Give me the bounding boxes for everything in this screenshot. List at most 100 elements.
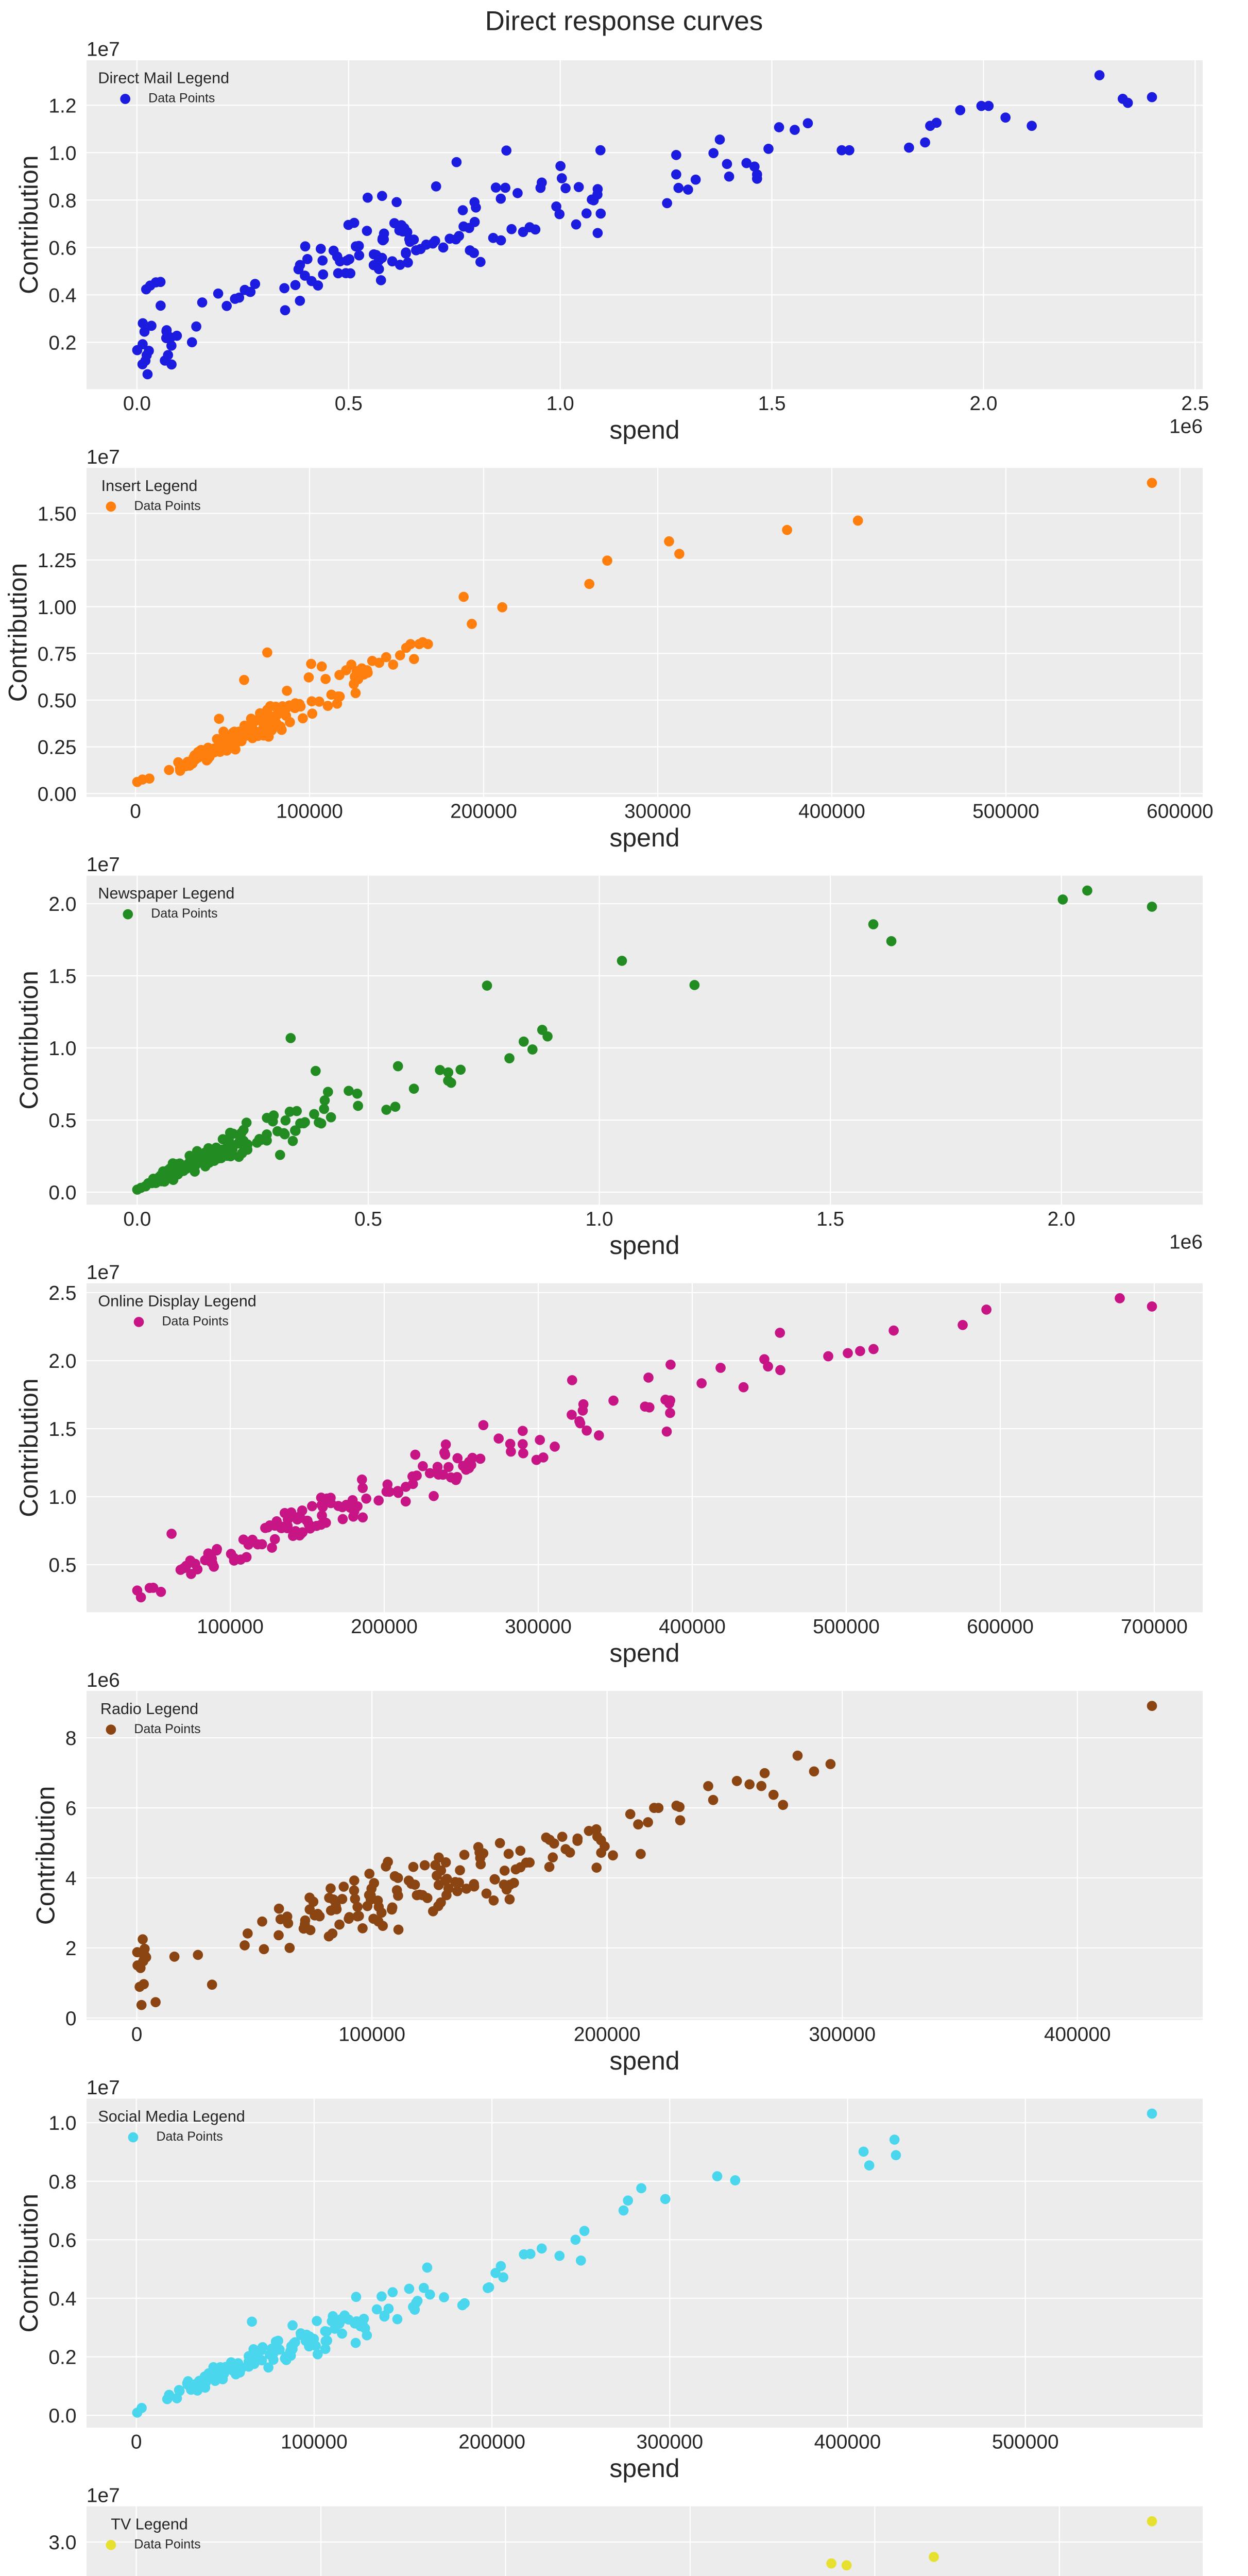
svg-text:1.5: 1.5 [48, 965, 76, 988]
svg-text:1e7: 1e7 [87, 446, 120, 468]
svg-text:Data Points: Data Points [156, 2129, 223, 2144]
svg-text:1e6: 1e6 [1169, 416, 1203, 438]
svg-text:400000: 400000 [798, 800, 865, 822]
svg-text:2.0: 2.0 [48, 893, 76, 916]
svg-text:1e6: 1e6 [87, 1669, 120, 1691]
svg-text:0.5: 0.5 [48, 1110, 76, 1132]
svg-text:0.5: 0.5 [354, 1208, 382, 1230]
svg-text:0.0: 0.0 [48, 2405, 76, 2427]
svg-text:1.5: 1.5 [758, 393, 786, 415]
svg-text:100000: 100000 [197, 1616, 264, 1638]
svg-text:1e7: 1e7 [87, 854, 120, 876]
svg-text:300000: 300000 [809, 2023, 876, 2045]
svg-text:Data Points: Data Points [134, 499, 200, 513]
svg-text:3.0: 3.0 [48, 2532, 76, 2554]
svg-text:0.0: 0.0 [48, 1182, 76, 1204]
svg-text:6: 6 [65, 1798, 77, 1820]
svg-text:spend: spend [609, 2046, 679, 2075]
svg-text:1e7: 1e7 [87, 1262, 120, 1284]
svg-text:spend: spend [609, 1231, 679, 1260]
svg-text:0.4: 0.4 [48, 2288, 76, 2310]
svg-text:1e7: 1e7 [87, 39, 120, 61]
svg-text:8: 8 [65, 1727, 77, 1750]
svg-text:1.0: 1.0 [48, 2112, 76, 2134]
svg-text:Data Points: Data Points [151, 906, 217, 921]
svg-text:0: 0 [130, 800, 141, 822]
svg-text:spend: spend [609, 2454, 679, 2483]
svg-text:1.0: 1.0 [586, 1208, 613, 1230]
svg-text:Contribution: Contribution [14, 2194, 43, 2333]
svg-text:1.0: 1.0 [546, 393, 574, 415]
svg-text:Contribution: Contribution [3, 563, 32, 702]
svg-text:1.5: 1.5 [816, 1208, 844, 1230]
svg-text:0.8: 0.8 [48, 190, 76, 212]
svg-text:0: 0 [65, 2008, 77, 2030]
svg-text:1e7: 1e7 [87, 2077, 120, 2099]
svg-text:400000: 400000 [814, 2431, 881, 2453]
svg-text:0.4: 0.4 [48, 284, 76, 307]
svg-text:0.25: 0.25 [38, 737, 77, 759]
svg-text:1.50: 1.50 [38, 503, 77, 525]
svg-text:500000: 500000 [992, 2431, 1059, 2453]
svg-text:spend: spend [609, 1638, 679, 1667]
svg-text:200000: 200000 [351, 1616, 418, 1638]
svg-text:600000: 600000 [967, 1616, 1034, 1638]
svg-text:100000: 100000 [281, 2431, 348, 2453]
svg-text:0.2: 0.2 [48, 2347, 76, 2369]
svg-text:Social Media Legend: Social Media Legend [98, 2108, 245, 2125]
svg-text:Contribution: Contribution [14, 1378, 43, 1517]
svg-text:0: 0 [131, 2023, 143, 2045]
svg-text:spend: spend [609, 823, 679, 852]
svg-text:spend: spend [609, 416, 679, 445]
svg-text:100000: 100000 [276, 800, 343, 822]
svg-text:1e7: 1e7 [87, 2484, 120, 2506]
svg-text:Newspaper Legend: Newspaper Legend [98, 885, 234, 902]
svg-text:100000: 100000 [338, 2023, 405, 2045]
svg-text:2.0: 2.0 [48, 1350, 76, 1372]
svg-text:700000: 700000 [1121, 1616, 1188, 1638]
svg-text:0.2: 0.2 [48, 332, 76, 354]
svg-text:Data Points: Data Points [148, 91, 215, 106]
svg-text:600000: 600000 [1147, 800, 1213, 822]
svg-text:0.8: 0.8 [48, 2171, 76, 2193]
svg-text:Direct Mail Legend: Direct Mail Legend [98, 70, 229, 87]
svg-text:0.6: 0.6 [48, 2229, 76, 2251]
svg-text:1.0: 1.0 [48, 1038, 76, 1060]
svg-text:Radio Legend: Radio Legend [100, 1700, 198, 1718]
svg-text:0: 0 [131, 2431, 142, 2453]
svg-text:200000: 200000 [450, 800, 517, 822]
svg-text:400000: 400000 [1044, 2023, 1111, 2045]
svg-text:300000: 300000 [505, 1616, 572, 1638]
svg-text:0.6: 0.6 [48, 237, 76, 259]
svg-text:1.25: 1.25 [38, 550, 77, 572]
svg-text:Data Points: Data Points [134, 1722, 200, 1736]
svg-text:1.0: 1.0 [48, 1486, 76, 1509]
svg-text:0.00: 0.00 [38, 783, 77, 805]
svg-text:2.0: 2.0 [969, 393, 997, 415]
svg-text:Data Points: Data Points [162, 1314, 229, 1328]
svg-text:0.0: 0.0 [123, 1208, 151, 1230]
svg-text:1.5: 1.5 [48, 1418, 76, 1440]
svg-text:Contribution: Contribution [14, 971, 43, 1110]
svg-text:300000: 300000 [624, 800, 691, 822]
svg-text:400000: 400000 [659, 1616, 726, 1638]
svg-text:4: 4 [65, 1868, 77, 1890]
svg-text:2: 2 [65, 1938, 77, 1960]
svg-text:TV Legend: TV Legend [111, 2515, 187, 2533]
svg-text:2.5: 2.5 [48, 1282, 76, 1304]
svg-text:0.75: 0.75 [38, 643, 77, 665]
svg-text:500000: 500000 [972, 800, 1039, 822]
svg-text:0.50: 0.50 [38, 690, 77, 712]
svg-text:300000: 300000 [636, 2431, 703, 2453]
svg-text:200000: 200000 [574, 2023, 641, 2045]
svg-text:Data Points: Data Points [134, 2537, 200, 2551]
svg-text:500000: 500000 [813, 1616, 880, 1638]
svg-text:Direct response curves: Direct response curves [485, 6, 763, 36]
svg-text:0.5: 0.5 [335, 393, 363, 415]
svg-text:0.5: 0.5 [48, 1554, 76, 1577]
svg-text:2.0: 2.0 [1048, 1208, 1075, 1230]
svg-text:1.2: 1.2 [48, 95, 76, 117]
svg-text:Contribution: Contribution [14, 155, 43, 294]
svg-text:1.00: 1.00 [38, 597, 77, 619]
svg-text:Contribution: Contribution [31, 1786, 60, 1925]
